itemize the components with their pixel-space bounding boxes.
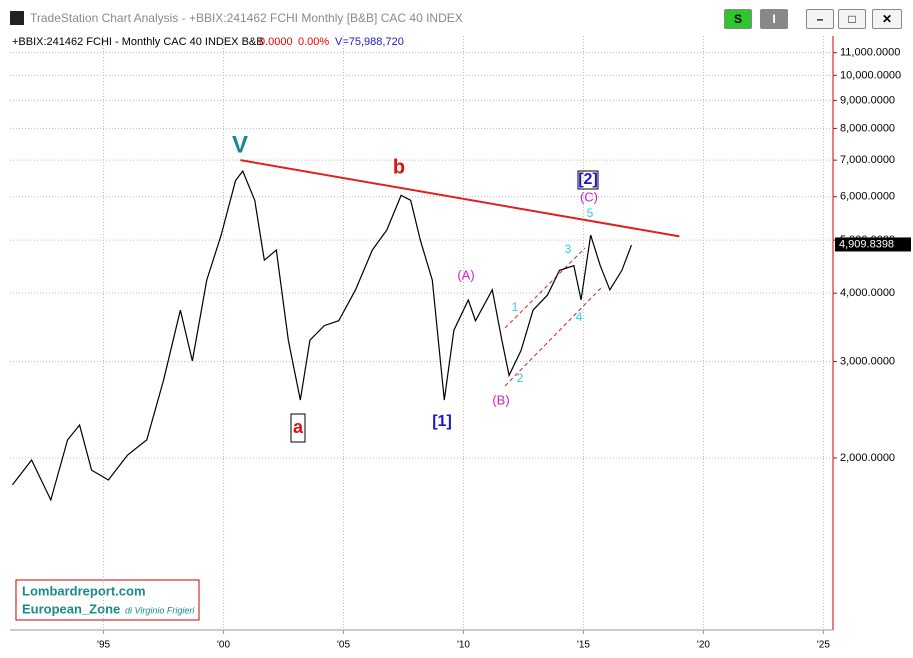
x-tick-label: '15 xyxy=(577,640,590,651)
label-box xyxy=(290,413,306,443)
price-line xyxy=(11,169,633,502)
y-tick-label: 9,000.0000 xyxy=(840,94,895,106)
volume-info: V=75,988,720 xyxy=(335,36,404,48)
x-tick-label: '95 xyxy=(97,640,110,651)
close-button[interactable]: ✕ xyxy=(872,9,902,29)
wave-label: (A) xyxy=(457,267,474,282)
label-box xyxy=(577,170,599,190)
channel-line xyxy=(504,285,604,387)
last-price-box xyxy=(835,237,911,252)
wave-label: 3 xyxy=(565,242,572,256)
y-tick-label: 6,000.0000 xyxy=(840,191,895,203)
strategy-button[interactable]: S xyxy=(724,9,752,29)
watermark-text: Lombardreport.com xyxy=(22,583,146,598)
channel-line xyxy=(504,247,586,329)
indicator-button[interactable]: I xyxy=(760,9,788,29)
wave-label: 5 xyxy=(587,206,594,220)
change-info: 0.0000 xyxy=(259,36,293,48)
maximize-button[interactable]: □ xyxy=(838,9,866,29)
change-pct-info: 0.00% xyxy=(298,36,329,48)
wave-label: 1 xyxy=(512,300,519,314)
y-tick-label: 8,000.0000 xyxy=(840,122,895,134)
wave-label: b xyxy=(393,156,405,178)
x-tick-label: '10 xyxy=(457,640,470,651)
wave-label: 2 xyxy=(517,371,524,385)
symbol-info: +BBIX:241462 FCHI - Monthly CAC 40 INDEX… xyxy=(12,36,264,48)
window-title: TradeStation Chart Analysis - +BBIX:2414… xyxy=(30,11,463,25)
y-tick-label: 2,000.0000 xyxy=(840,452,895,464)
y-tick-label: 11,000.0000 xyxy=(840,47,900,59)
app-icon xyxy=(10,11,24,25)
last-price-label: 4,909.8398 xyxy=(839,238,894,250)
y-tick-label: 3,000.0000 xyxy=(840,355,895,367)
wave-label: 4 xyxy=(576,310,583,324)
chart-background xyxy=(0,36,913,658)
minimize-button[interactable]: – xyxy=(806,9,834,29)
wave-label: V xyxy=(232,131,248,158)
x-tick-label: '05 xyxy=(337,640,350,651)
y-tick-label: 7,000.0000 xyxy=(840,154,895,166)
y-tick-label: 4,000.0000 xyxy=(840,287,895,299)
x-tick-label: '20 xyxy=(697,640,710,651)
wave-label: (C) xyxy=(580,189,598,204)
x-tick-label: '25 xyxy=(817,640,830,651)
wave-label: [2] xyxy=(578,171,598,188)
chart: +BBIX:241462 FCHI - Monthly CAC 40 INDEX… xyxy=(0,36,913,658)
wave-label: (B) xyxy=(492,392,509,407)
watermark-box xyxy=(15,579,200,621)
wave-label: a xyxy=(293,417,304,437)
trendline xyxy=(240,159,680,238)
wave-label: [1] xyxy=(432,413,452,430)
watermark-author: di Virginio Frigieri xyxy=(125,605,195,615)
x-tick-label: '00 xyxy=(217,640,230,651)
y-tick-label: 10,000.0000 xyxy=(840,69,901,81)
title-bar: TradeStation Chart Analysis - +BBIX:2414… xyxy=(0,0,913,36)
watermark-text: European_Zone xyxy=(22,601,120,616)
